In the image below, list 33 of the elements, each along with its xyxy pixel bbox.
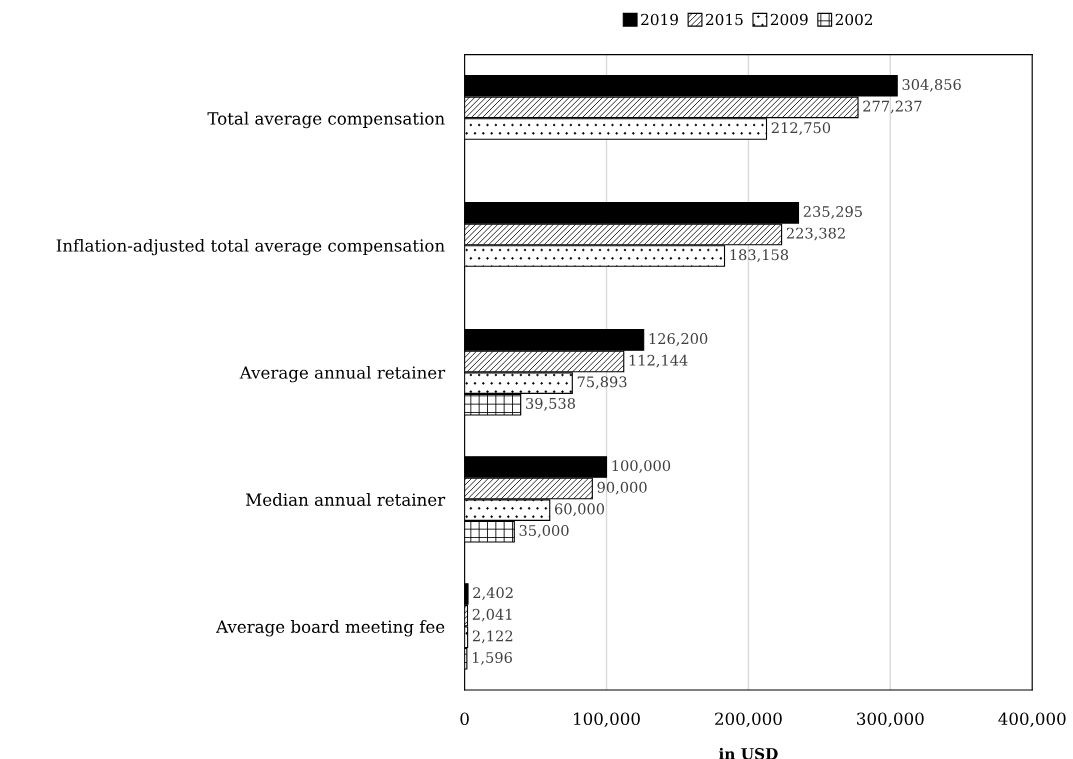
data-label: 39,538 bbox=[526, 397, 576, 411]
data-label: 35,000 bbox=[519, 524, 569, 538]
x-tick-label: 0 bbox=[460, 712, 469, 726]
data-label: 277,237 bbox=[863, 100, 922, 114]
data-label: 235,295 bbox=[803, 206, 862, 219]
data-label: 126,200 bbox=[649, 333, 708, 346]
x-tick-label: 400,000 bbox=[998, 712, 1066, 728]
x-tick-label: 200,000 bbox=[715, 712, 782, 728]
legend-label: 2015 bbox=[705, 13, 743, 26]
data-label: 75,893 bbox=[577, 376, 627, 390]
data-label: 1,596 bbox=[472, 652, 512, 665]
data-label: 2,122 bbox=[472, 630, 513, 644]
x-tick-label: 300,000 bbox=[857, 712, 924, 728]
data-label: 100,000 bbox=[612, 460, 671, 473]
data-label: 304,856 bbox=[902, 78, 961, 92]
data-label: 223,382 bbox=[786, 227, 845, 241]
data-label: 183,158 bbox=[730, 249, 789, 263]
legend-label: 2002 bbox=[835, 13, 873, 26]
data-label: 2,402 bbox=[473, 587, 513, 601]
y-tick-label: Median annual retainer bbox=[246, 493, 446, 506]
x-tick-label: 100,000 bbox=[574, 712, 640, 728]
data-label: 212,750 bbox=[771, 122, 831, 135]
y-tick-label: Average board meeting fee bbox=[215, 620, 445, 637]
data-label: 2,041 bbox=[472, 608, 512, 622]
legend-label: 2009 bbox=[770, 13, 808, 26]
data-label: 60,000 bbox=[554, 503, 605, 517]
y-tick-label: Average annual retainer bbox=[239, 365, 446, 383]
data-label: 112,144 bbox=[629, 354, 688, 368]
legend-label: 2019 bbox=[641, 13, 678, 26]
data-label: 90,000 bbox=[597, 481, 647, 495]
x-axis-title: in USD bbox=[719, 747, 778, 759]
y-tick-label: Total average compensation bbox=[207, 111, 445, 129]
y-tick-label: Inflation-adjusted total average compensation bbox=[56, 238, 445, 256]
